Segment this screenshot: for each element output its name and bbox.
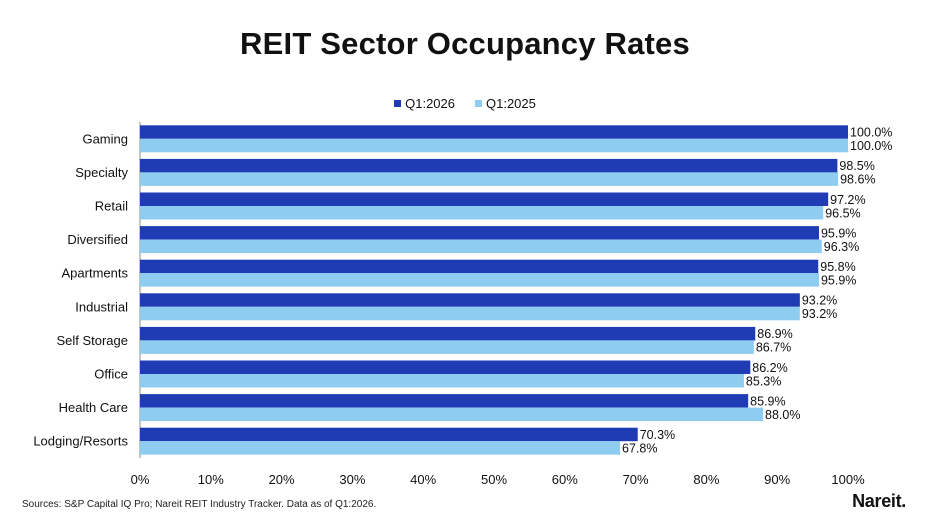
- data-label-q1-2025-diversified: 96.3%: [824, 240, 859, 254]
- data-label-q1-2025-industrial: 93.2%: [802, 307, 837, 321]
- bar-q1-2025-health-care: [140, 407, 764, 422]
- legend-swatch-q1-2025: [475, 100, 482, 107]
- category-label-health-care: Health Care: [59, 400, 128, 415]
- bar-q1-2025-retail: [140, 206, 824, 220]
- x-tick-label-10: 100%: [831, 472, 865, 487]
- bar-q1-2026-gaming: [140, 125, 848, 139]
- legend-label-q1-2025: Q1:2025: [486, 96, 536, 111]
- data-label-q1-2025-health-care: 88.0%: [765, 408, 800, 422]
- data-label-q1-2026-self-storage: 86.9%: [757, 327, 792, 341]
- category-label-specialty: Specialty: [75, 165, 128, 180]
- data-label-q1-2026-health-care: 85.9%: [750, 394, 785, 408]
- bar-q1-2026-industrial: [140, 293, 800, 307]
- data-label-q1-2025-retail: 96.5%: [825, 206, 860, 220]
- category-label-office: Office: [94, 367, 128, 382]
- bar-q1-2025-gaming: [140, 138, 848, 153]
- data-label-q1-2025-self-storage: 86.7%: [756, 341, 791, 355]
- legend-swatch-q1-2026: [394, 100, 402, 107]
- nareit-logo: Nareit.: [852, 491, 906, 511]
- bar-q1-2026-health-care: [140, 394, 749, 408]
- category-label-diversified: Diversified: [67, 232, 128, 247]
- data-label-q1-2026-retail: 97.2%: [830, 193, 865, 207]
- x-tick-label-9: 90%: [764, 472, 790, 487]
- bar-q1-2025-apartments: [140, 273, 819, 287]
- bar-q1-2026-apartments: [140, 259, 819, 274]
- category-label-apartments: Apartments: [62, 266, 129, 281]
- category-label-gaming: Gaming: [82, 131, 128, 146]
- bar-q1-2025-specialty: [140, 172, 839, 186]
- category-label-industrial: Industrial: [75, 299, 128, 314]
- x-tick-label-6: 60%: [552, 472, 578, 487]
- x-tick-label-1: 10%: [198, 472, 224, 487]
- data-label-q1-2026-industrial: 93.2%: [802, 294, 837, 308]
- source-note: Sources: S&P Capital IQ Pro; Nareit REIT…: [22, 499, 377, 510]
- x-tick-label-0: 0%: [131, 472, 150, 487]
- bar-q1-2026-lodging-resorts: [140, 427, 638, 442]
- x-tick-label-4: 40%: [410, 472, 436, 487]
- bar-q1-2026-diversified: [140, 226, 819, 240]
- data-label-q1-2025-specialty: 98.6%: [840, 173, 875, 187]
- category-label-retail: Retail: [95, 199, 128, 214]
- bar-q1-2026-self-storage: [140, 326, 756, 341]
- bar-q1-2025-industrial: [140, 306, 800, 321]
- bar-q1-2025-self-storage: [140, 340, 754, 354]
- data-label-q1-2025-office: 85.3%: [746, 374, 781, 388]
- x-tick-label-8: 80%: [693, 472, 719, 487]
- data-label-q1-2026-gaming: 100.0%: [850, 126, 892, 140]
- x-tick-label-7: 70%: [623, 472, 649, 487]
- bar-q1-2025-diversified: [140, 239, 822, 254]
- bar-q1-2025-office: [140, 374, 744, 388]
- bar-q1-2026-specialty: [140, 158, 838, 173]
- bar-q1-2026-office: [140, 360, 751, 374]
- bar-q1-2026-retail: [140, 192, 829, 206]
- category-label-self-storage: Self Storage: [56, 333, 128, 348]
- data-label-q1-2026-diversified: 95.9%: [821, 226, 856, 240]
- data-label-q1-2026-apartments: 95.8%: [820, 260, 855, 274]
- bar-q1-2025-lodging-resorts: [140, 441, 621, 455]
- legend-item-q1-2026: Q1:2026: [394, 96, 455, 111]
- data-label-q1-2026-office: 86.2%: [752, 361, 787, 375]
- chart-title: REIT Sector Occupancy Rates: [240, 26, 690, 61]
- data-label-q1-2026-specialty: 98.5%: [839, 159, 874, 173]
- x-tick-label-3: 30%: [339, 472, 365, 487]
- x-tick-label-2: 20%: [269, 472, 295, 487]
- legend: Q1:2026 Q1:2025: [0, 96, 930, 111]
- category-label-lodging-resorts: Lodging/Resorts: [33, 434, 128, 449]
- data-label-q1-2025-gaming: 100.0%: [850, 139, 892, 153]
- data-label-q1-2026-lodging-resorts: 70.3%: [640, 428, 675, 442]
- data-label-q1-2025-apartments: 95.9%: [821, 273, 856, 287]
- x-tick-label-5: 50%: [481, 472, 507, 487]
- legend-label-q1-2026: Q1:2026: [405, 96, 455, 111]
- legend-item-q1-2025: Q1:2025: [475, 96, 536, 111]
- data-label-q1-2025-lodging-resorts: 67.8%: [622, 441, 657, 455]
